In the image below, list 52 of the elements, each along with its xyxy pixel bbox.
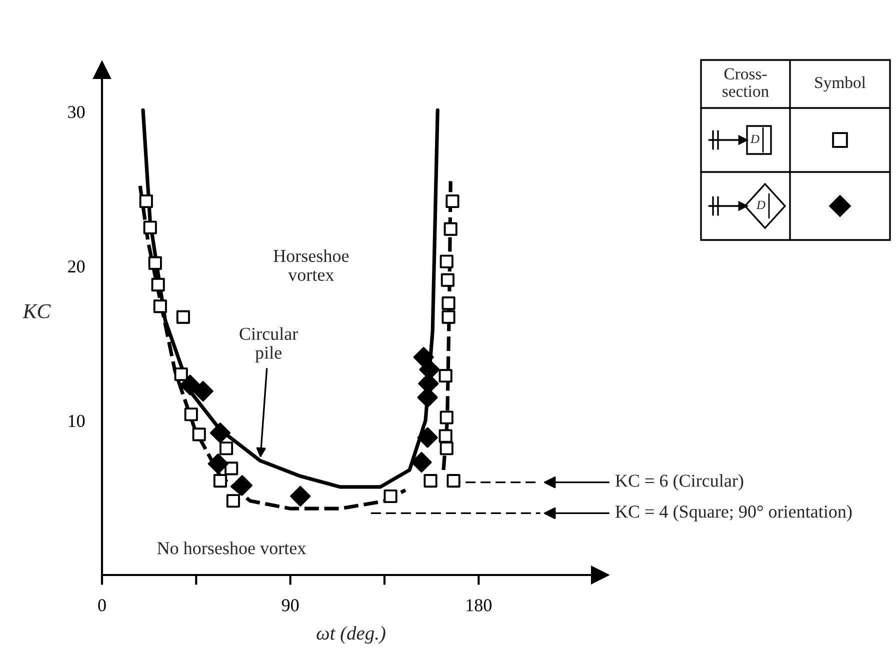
point xyxy=(192,380,214,402)
point xyxy=(438,368,452,383)
x-tick-label: 0 xyxy=(98,599,106,612)
point xyxy=(184,408,198,422)
point xyxy=(148,256,162,270)
y-axis-title: KC xyxy=(22,304,51,318)
ref-line-label: KC = 4 (Square; 90° orientation) xyxy=(615,505,852,522)
point xyxy=(176,310,190,324)
point xyxy=(139,194,153,208)
point xyxy=(174,367,188,382)
point xyxy=(290,486,311,507)
point xyxy=(440,410,454,424)
text: Cross-section xyxy=(722,68,769,97)
point xyxy=(213,474,228,488)
annotation: No horseshoe vortex xyxy=(157,542,306,554)
point xyxy=(224,462,238,476)
point xyxy=(220,442,234,456)
point xyxy=(143,220,157,234)
point xyxy=(210,422,231,444)
text: D xyxy=(756,200,766,210)
point xyxy=(446,194,460,208)
y-tick-label: 10 xyxy=(68,414,85,428)
point xyxy=(438,429,452,443)
point xyxy=(151,278,165,292)
point xyxy=(417,427,438,448)
point xyxy=(440,273,454,287)
point xyxy=(440,442,454,456)
point xyxy=(208,454,228,474)
point xyxy=(180,374,200,396)
text: D xyxy=(750,134,760,144)
point xyxy=(153,300,167,314)
x-tick-label: 90 xyxy=(282,599,299,612)
point xyxy=(226,494,240,508)
point xyxy=(442,296,456,310)
point xyxy=(384,489,398,504)
point xyxy=(444,222,458,236)
point xyxy=(442,310,456,324)
point xyxy=(232,475,252,496)
annotation: Circular pile xyxy=(240,327,298,363)
point xyxy=(446,474,460,488)
text: Symbol xyxy=(815,76,866,92)
point xyxy=(440,254,454,268)
y-tick-label: 30 xyxy=(68,106,85,118)
point xyxy=(424,474,438,488)
annotation: Horseshoe vortex xyxy=(274,249,349,281)
ref-line-label: KC = 6 (Circular) xyxy=(615,474,744,491)
y-tick-label: 20 xyxy=(68,260,85,273)
x-tick-label: 180 xyxy=(466,599,492,612)
x-axis-title: ωt (deg.) xyxy=(316,626,386,644)
point xyxy=(413,346,434,368)
point xyxy=(192,428,206,442)
point xyxy=(411,452,432,473)
